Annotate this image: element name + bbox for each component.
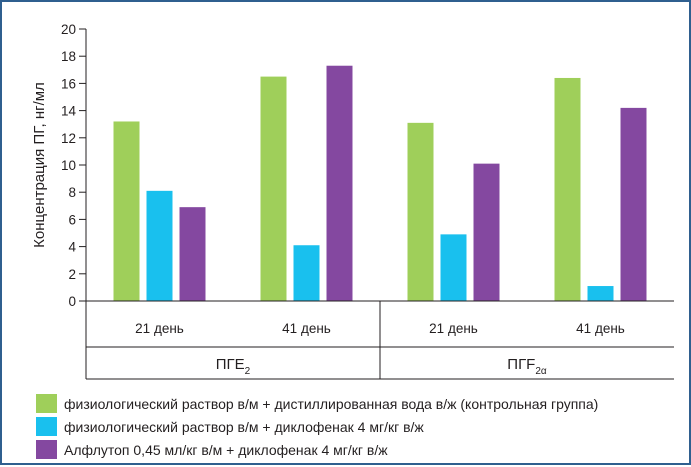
bar-s2-c4 (587, 286, 614, 301)
bar-s3-c3 (473, 163, 500, 301)
y-tick-label: 18 (61, 49, 76, 64)
group-label: ПГЕ2 (216, 356, 251, 377)
bar-s3-c1 (179, 207, 206, 301)
y-tick-label: 4 (68, 240, 76, 255)
bar-s2-c1 (146, 190, 173, 301)
legend: физиологический раствор в/м + дистиллиро… (36, 392, 598, 461)
legend-label-control: физиологический раствор в/м + дистиллиро… (64, 395, 599, 412)
y-tick-label: 10 (61, 158, 76, 173)
legend-item-control: физиологический раствор в/м + дистиллиро… (36, 392, 598, 415)
y-tick-label: 12 (61, 131, 76, 146)
y-tick-label: 2 (68, 267, 76, 282)
legend-item-alflutop: Алфлутоп 0,45 мл/кг в/м + диклофенак 4 м… (36, 438, 598, 461)
bar-s3-c2 (326, 65, 353, 301)
group-label: ПГF2α (507, 356, 547, 377)
legend-item-diclofenac: физиологический раствор в/м + диклофенак… (36, 415, 598, 438)
x-category-label: 21 день (135, 321, 184, 336)
bar-s2-c2 (293, 245, 320, 301)
y-tick-label: 20 (61, 22, 76, 37)
bar-s1-c4 (554, 77, 581, 302)
y-tick-label: 8 (68, 185, 76, 200)
x-category-label: 41 день (576, 321, 625, 336)
y-tick-label: 6 (68, 212, 76, 227)
bar-s2-c3 (440, 234, 467, 301)
x-category-label: 21 день (429, 321, 478, 336)
legend-swatch-control (36, 394, 57, 413)
bar-s1-c1 (113, 121, 140, 301)
bar-s3-c4 (620, 107, 647, 301)
bar-s1-c2 (260, 76, 287, 301)
legend-swatch-alflutop (36, 440, 57, 459)
bar-s1-c3 (407, 122, 434, 301)
legend-swatch-diclofenac (36, 417, 57, 436)
legend-label-diclofenac: физиологический раствор в/м + диклофенак… (64, 418, 424, 435)
y-tick-label: 16 (61, 76, 76, 91)
y-axis-title: Концентрация ПГ, нг/мл (31, 82, 48, 248)
legend-label-alflutop: Алфлутоп 0,45 мл/кг в/м + диклофенак 4 м… (64, 441, 388, 458)
x-category-label: 41 день (282, 321, 331, 336)
y-tick-label: 0 (68, 294, 76, 309)
y-tick-label: 14 (61, 104, 77, 119)
